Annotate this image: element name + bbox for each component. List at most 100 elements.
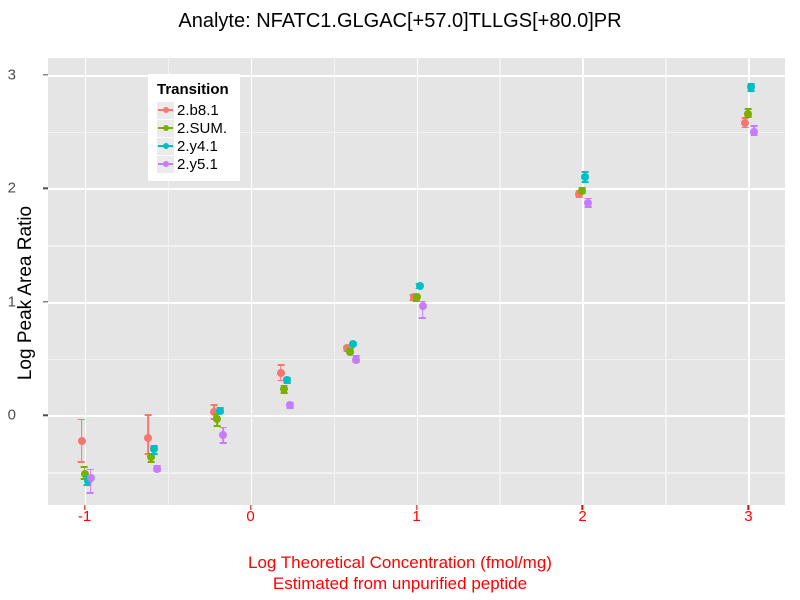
x-tick-label: 1	[412, 508, 421, 525]
data-point[interactable]	[152, 464, 161, 473]
data-point[interactable]	[77, 437, 86, 446]
error-bar-cap	[144, 414, 152, 416]
error-bar-cap	[219, 426, 227, 429]
legend-item[interactable]: 2.SUM.	[157, 119, 229, 137]
gridline-minor-vertical	[167, 58, 170, 505]
x-axis-title: Log Theoretical Concentration (fmol/mg) …	[0, 552, 800, 594]
legend-item[interactable]: 2.y4.1	[157, 137, 229, 155]
legend-key-icon	[157, 137, 174, 155]
error-bar-cap	[277, 379, 285, 382]
gridline-major-vertical	[250, 58, 253, 505]
legend-key-icon	[157, 101, 174, 119]
gridline-major-horizontal	[48, 301, 785, 304]
x-tick-mark	[83, 505, 86, 510]
error-bar-cap	[87, 468, 95, 471]
gridline-major-vertical	[416, 58, 419, 505]
gridline-major-vertical	[582, 58, 585, 505]
legend-item-label: 2.b8.1	[177, 101, 219, 119]
y-tick-mark	[43, 187, 48, 190]
data-point[interactable]	[412, 293, 421, 302]
data-point[interactable]	[415, 282, 424, 291]
x-axis-title-line1: Log Theoretical Concentration (fmol/mg)	[248, 553, 552, 572]
x-tick-label: 0	[246, 508, 255, 525]
error-bar-cap	[213, 425, 221, 427]
error-bar-cap	[581, 171, 589, 174]
data-point[interactable]	[418, 302, 427, 311]
legend-item-label: 2.SUM.	[177, 119, 228, 137]
gridline-minor-vertical	[333, 58, 336, 505]
data-point[interactable]	[285, 401, 294, 410]
legend: Transition 2.b8.1 2.SUM. 2.y4.1 2.y5.1	[148, 74, 240, 181]
gridline-major-vertical	[748, 58, 751, 505]
error-bar-cap	[581, 181, 589, 183]
gridline-major-horizontal	[48, 75, 785, 77]
data-point[interactable]	[149, 445, 158, 454]
data-point[interactable]	[213, 414, 222, 423]
legend-key-icon	[157, 155, 174, 173]
legend-items: 2.b8.1 2.SUM. 2.y4.1 2.y5.1	[157, 101, 229, 173]
data-point[interactable]	[744, 109, 753, 118]
y-tick-mark	[43, 74, 48, 76]
x-tick-label: -1	[77, 508, 92, 525]
error-bar-cap	[78, 418, 86, 421]
data-point[interactable]	[352, 355, 361, 364]
y-tick-label: 2	[7, 179, 16, 197]
x-tick-mark	[249, 505, 252, 510]
legend-item[interactable]: 2.y5.1	[157, 155, 229, 173]
gridline-major-vertical	[84, 58, 87, 505]
legend-key-icon	[157, 119, 174, 137]
error-bar-cap	[419, 317, 426, 319]
y-tick-label: 1	[7, 293, 16, 311]
data-point[interactable]	[750, 127, 759, 136]
y-tick-mark	[43, 414, 48, 417]
data-point[interactable]	[146, 453, 155, 462]
data-point[interactable]	[581, 173, 590, 182]
data-point[interactable]	[210, 407, 219, 416]
legend-item-label: 2.y5.1	[177, 155, 218, 173]
legend-item[interactable]: 2.b8.1	[157, 101, 229, 119]
data-point[interactable]	[747, 83, 756, 92]
data-point[interactable]	[584, 199, 593, 208]
error-bar-cap	[584, 197, 592, 200]
gridline-minor-vertical	[665, 58, 668, 505]
data-point[interactable]	[282, 376, 291, 385]
data-point[interactable]	[346, 347, 355, 356]
y-tick-label: 0	[7, 406, 16, 424]
error-bar-cap	[81, 466, 89, 469]
error-bar-cap	[741, 126, 749, 129]
x-tick-mark	[581, 505, 584, 510]
gridline-major-horizontal	[48, 415, 785, 417]
data-point[interactable]	[279, 385, 288, 394]
data-point[interactable]	[741, 118, 750, 127]
data-point[interactable]	[219, 430, 228, 439]
page-title: Analyte: NFATC1.GLGAC[+57.0]TLLGS[+80.0]…	[178, 10, 622, 32]
gridline-minor-vertical	[499, 58, 502, 505]
y-tick-mark	[43, 301, 48, 303]
x-tick-mark	[415, 505, 418, 510]
data-point[interactable]	[86, 473, 95, 482]
y-tick-label: 3	[7, 66, 16, 84]
data-point[interactable]	[80, 470, 89, 479]
data-point[interactable]	[143, 434, 152, 443]
data-point[interactable]	[349, 339, 358, 348]
error-bar-cap	[87, 491, 95, 494]
x-tick-label: 2	[578, 508, 587, 525]
y-axis-title: Log Peak Area Ratio	[15, 205, 36, 381]
gridline-major-horizontal	[48, 188, 785, 191]
legend-title: Transition	[157, 81, 229, 98]
data-point[interactable]	[578, 186, 587, 195]
error-bar-cap	[750, 124, 758, 127]
x-axis-title-line2: Estimated from unpurified peptide	[272, 574, 528, 593]
error-bar-cap	[219, 442, 227, 444]
legend-item-label: 2.y4.1	[177, 137, 218, 155]
error-bar-cap	[147, 461, 155, 463]
error-bar-cap	[277, 364, 285, 366]
error-bar-cap	[419, 300, 426, 303]
x-tick-label: 3	[744, 508, 753, 525]
data-point[interactable]	[216, 406, 225, 415]
error-bar-cap	[744, 107, 752, 110]
x-tick-mark	[747, 505, 750, 510]
error-bar-cap	[150, 453, 158, 456]
data-point[interactable]	[276, 369, 285, 378]
